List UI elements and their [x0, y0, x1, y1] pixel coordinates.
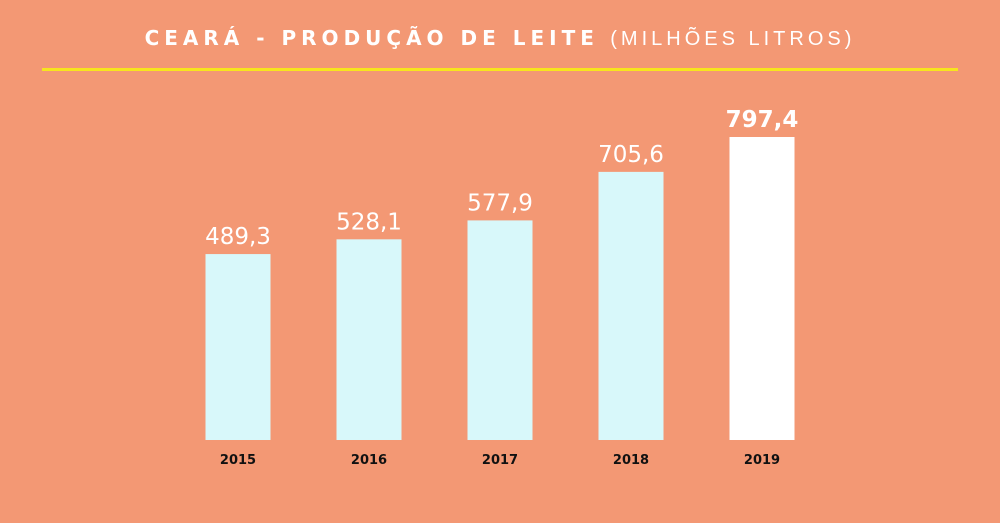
bar-2015: [205, 254, 271, 440]
bar-2016: [336, 239, 402, 440]
chart-title-unit: (MILHÕES LITROS): [610, 28, 856, 50]
x-tick-label-2015: 2015: [220, 453, 256, 468]
value-label-2015: 489,3: [205, 224, 271, 250]
chart-title: CEARÁ - PRODUÇÃO DE LEITE (MILHÕES LITRO…: [0, 26, 1000, 51]
title-underline: [42, 68, 958, 71]
value-label-2019: 797,4: [726, 107, 799, 133]
bar-2017: [467, 220, 533, 440]
x-tick-label-2016: 2016: [351, 453, 387, 468]
chart-title-main: CEARÁ - PRODUÇÃO DE LEITE: [144, 26, 599, 50]
x-tick-label-2017: 2017: [482, 453, 518, 468]
bar-2019: [729, 137, 795, 440]
value-label-2017: 577,9: [467, 190, 533, 216]
x-tick-label-2018: 2018: [613, 453, 649, 468]
x-tick-label-2019: 2019: [744, 453, 780, 468]
value-label-2016: 528,1: [336, 209, 402, 235]
bar-2018: [598, 171, 664, 440]
value-label-2018: 705,6: [598, 142, 664, 168]
